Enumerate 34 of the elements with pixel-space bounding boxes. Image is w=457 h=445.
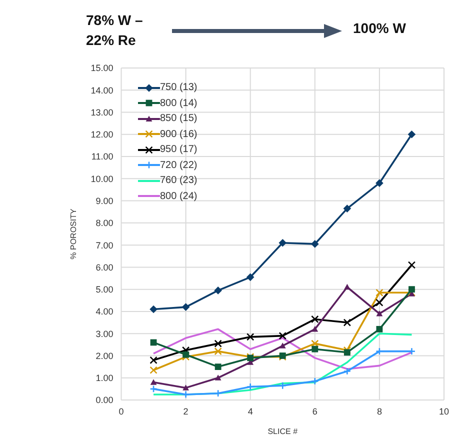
- text: 78% W – 22% Re: [86, 11, 143, 50]
- y-tick-label: 0.00: [96, 395, 114, 406]
- y-tick-label: 12.00: [90, 130, 114, 140]
- legend-label: 900 (16): [160, 128, 198, 140]
- x-tick-label: 6: [312, 406, 318, 416]
- y-tick-label: 14.00: [90, 85, 114, 96]
- x-tick-label: 0: [118, 406, 124, 416]
- text: 100% W: [353, 20, 406, 36]
- legend-label: 750 (13): [160, 82, 198, 94]
- y-tick-label: 13.00: [90, 107, 114, 118]
- legend-label: 800 (14): [160, 98, 198, 109]
- x-tick-label: 2: [183, 406, 188, 416]
- y-tick-label: 7.00: [96, 240, 114, 250]
- y-tick-label: 15.00: [90, 63, 114, 74]
- legend-label: 850 (15): [160, 113, 198, 124]
- y-tick-label: 11.00: [91, 152, 114, 162]
- y-tick-label: 2.00: [96, 350, 114, 361]
- x-tick-label: 10: [438, 406, 450, 416]
- y-tick-label: 5.00: [96, 284, 114, 295]
- legend-label: 950 (17): [160, 144, 198, 156]
- y-tick-label: 1.00: [96, 373, 114, 384]
- legend-label: 760 (23): [160, 175, 198, 186]
- x-axis-title: SLICE #: [268, 427, 298, 436]
- y-axis-title: % POROSITY: [69, 208, 78, 260]
- y-tick-label: 4.00: [96, 306, 114, 317]
- legend-label: 720 (22): [160, 160, 198, 171]
- x-tick-label: 4: [248, 406, 253, 416]
- y-tick-label: 3.00: [96, 328, 114, 339]
- y-tick-label: 6.00: [96, 262, 114, 272]
- legend-label: 800 (24): [160, 190, 198, 202]
- y-tick-label: 10.00: [90, 174, 114, 184]
- y-tick-label: 8.00: [96, 218, 114, 228]
- x-tick-label: 8: [376, 406, 382, 416]
- y-tick-label: 9.00: [96, 196, 114, 206]
